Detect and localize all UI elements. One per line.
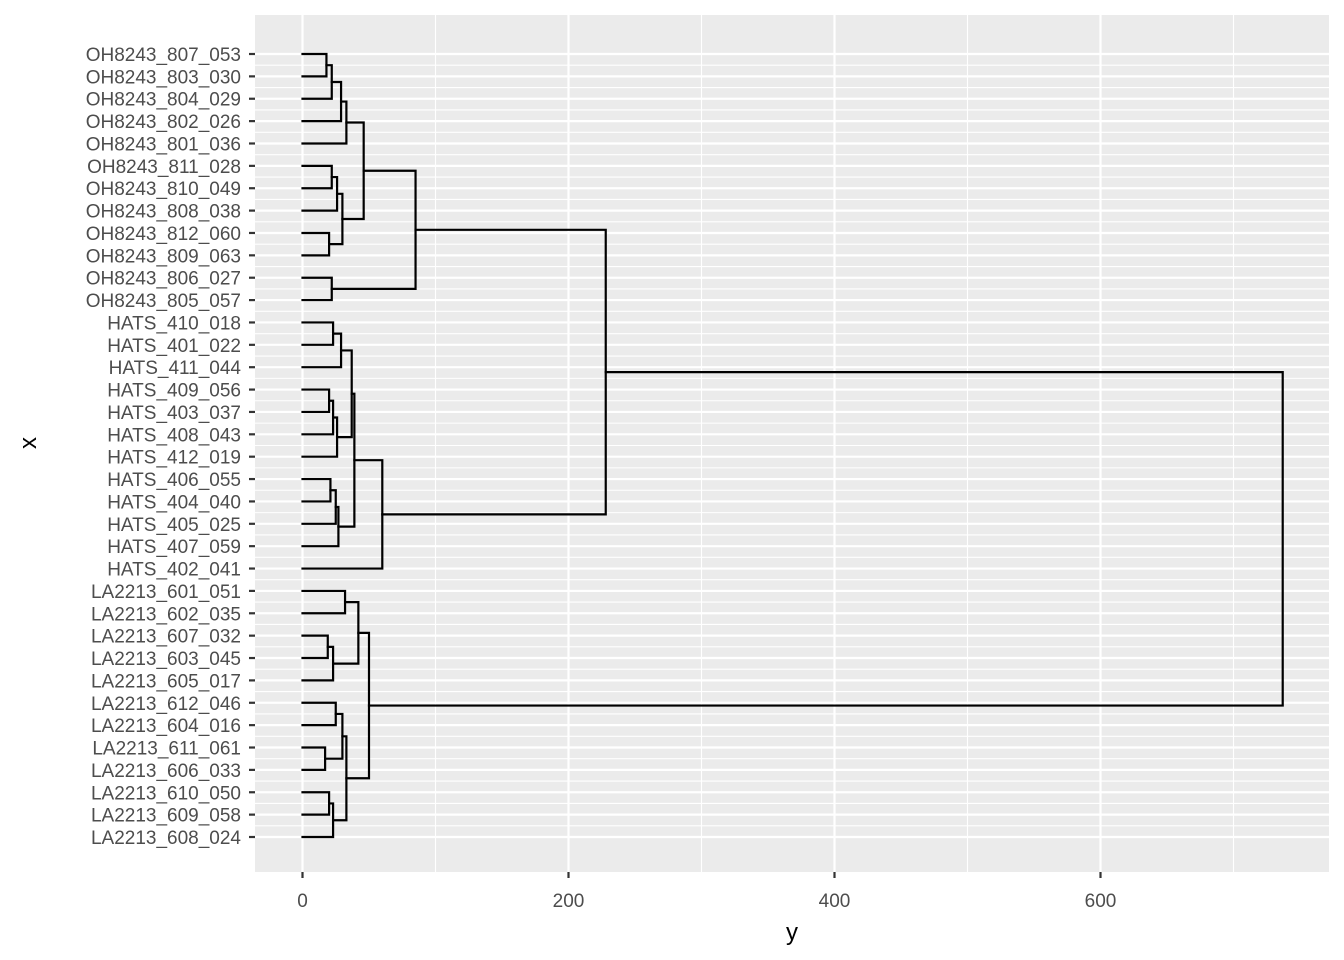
leaf-label: OH8243_807_053 (86, 45, 241, 66)
leaf-label: HATS_404_040 (107, 492, 241, 513)
leaf-label: LA2213_606_033 (91, 761, 241, 782)
leaf-label: LA2213_611_061 (92, 739, 241, 760)
leaf-label: LA2213_604_016 (91, 716, 241, 737)
leaf-label: OH8243_810_049 (86, 179, 241, 200)
leaf-label: OH8243_806_027 (86, 269, 241, 290)
leaf-label: HATS_412_019 (107, 448, 241, 469)
leaf-label: OH8243_811_028 (87, 157, 241, 178)
leaf-label: HATS_401_022 (107, 336, 241, 357)
leaf-label: HATS_411_044 (109, 358, 242, 379)
x-tick-label: 200 (553, 891, 585, 912)
leaf-label: LA2213_607_032 (91, 627, 241, 648)
leaf-label: HATS_407_059 (107, 537, 241, 558)
leaf-label: HATS_408_043 (107, 425, 241, 446)
leaf-label: LA2213_601_051 (91, 582, 241, 603)
leaf-label: LA2213_610_050 (91, 783, 241, 804)
leaf-label: OH8243_804_029 (86, 90, 241, 111)
x-axis: 0 200 400 600 (297, 872, 1116, 912)
leaf-label: HATS_402_041 (107, 560, 241, 581)
leaf-label: HATS_410_018 (107, 313, 241, 334)
leaf-label: HATS_409_056 (107, 381, 241, 402)
leaf-label: LA2213_605_017 (91, 671, 241, 692)
leaf-label: OH8243_805_057 (86, 291, 241, 312)
plot-panel (255, 15, 1329, 872)
dendrogram-segments (301, 52, 1284, 839)
grid-lines (255, 15, 1329, 872)
dendrogram-link (367, 370, 1284, 707)
y-axis-title: x (15, 437, 42, 449)
y-axis-leaf-labels: OH8243_807_053OH8243_803_030OH8243_804_0… (86, 45, 255, 849)
leaf-label: HATS_406_055 (107, 470, 241, 491)
leaf-label: OH8243_803_030 (86, 67, 241, 88)
leaf-label: LA2213_603_045 (91, 649, 241, 670)
leaf-label: LA2213_609_058 (91, 806, 241, 827)
leaf-label: LA2213_602_035 (91, 604, 241, 625)
leaf-label: OH8243_808_038 (86, 202, 241, 223)
leaf-label: OH8243_801_036 (86, 134, 241, 155)
x-tick-label: 400 (819, 891, 851, 912)
leaf-label: OH8243_812_060 (86, 224, 241, 245)
leaf-label: HATS_405_025 (107, 515, 241, 536)
x-tick-label: 0 (297, 891, 308, 912)
x-tick-label: 600 (1085, 891, 1117, 912)
leaf-label: OH8243_809_063 (86, 246, 241, 267)
leaf-label: LA2213_608_024 (91, 828, 241, 849)
leaf-label: OH8243_802_026 (86, 112, 241, 133)
leaf-label: HATS_403_037 (107, 403, 241, 424)
leaf-label: LA2213_612_046 (91, 694, 241, 715)
x-axis-title: y (786, 919, 798, 946)
